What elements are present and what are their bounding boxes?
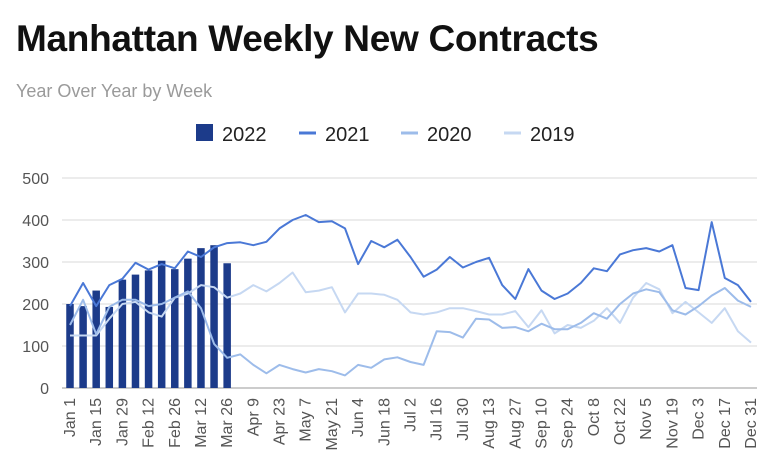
x-tick-label: Feb 26 xyxy=(167,398,184,448)
x-tick-label: Mar 26 xyxy=(219,398,236,448)
bar xyxy=(66,304,74,388)
x-tick-label: Oct 8 xyxy=(586,398,603,436)
gridlines xyxy=(62,177,757,389)
x-tick-label: Jul 2 xyxy=(403,398,420,432)
bar xyxy=(171,269,179,388)
y-tick-label: 500 xyxy=(22,171,49,188)
x-tick-label: Dec 3 xyxy=(691,398,708,440)
x-tick-label: Jan 15 xyxy=(88,398,105,446)
x-tick-label: Apr 23 xyxy=(272,398,289,445)
legend: 2022 2021 2020 2019 xyxy=(196,124,575,146)
x-tick-label: Jun 4 xyxy=(350,398,367,437)
legend-label-2021: 2021 xyxy=(325,124,370,146)
x-tick-label: Jan 1 xyxy=(62,398,79,437)
bar xyxy=(92,290,100,388)
bar xyxy=(210,245,218,388)
x-tick-label: Feb 12 xyxy=(141,398,158,448)
x-tick-label: Jun 18 xyxy=(376,398,393,446)
x-tick-label: Mar 12 xyxy=(193,398,210,448)
bar xyxy=(223,263,231,388)
bar xyxy=(144,270,153,388)
x-tick-label: Jul 30 xyxy=(455,398,472,441)
bar xyxy=(157,260,166,388)
bar xyxy=(118,279,127,388)
x-tick-label: Dec 31 xyxy=(743,398,760,449)
bar xyxy=(131,274,140,388)
x-tick-label: Aug 27 xyxy=(507,398,524,449)
x-axis: Jan 1 Jan 15 Jan 29 Feb 12 Feb 26 Mar 12 Mar 2… xyxy=(62,398,760,451)
x-tick-label: Dec 17 xyxy=(717,398,734,449)
bar xyxy=(184,258,192,388)
x-tick-label: Apr 9 xyxy=(245,398,262,436)
line-2020 xyxy=(69,287,752,377)
x-tick-label: May 21 xyxy=(324,398,341,451)
legend-label-2019: 2019 xyxy=(530,124,575,146)
y-tick-label: 100 xyxy=(22,339,49,356)
chart-subtitle: Year Over Year by Week xyxy=(16,81,213,101)
x-tick-label: Sep 24 xyxy=(560,398,577,449)
bar-series-2022 xyxy=(66,245,231,388)
y-tick-label: 300 xyxy=(22,255,49,272)
y-axis: 0 100 200 300 400 500 xyxy=(22,171,49,398)
x-tick-label: Oct 22 xyxy=(612,398,629,445)
legend-label-2022: 2022 xyxy=(222,124,267,146)
x-tick-label: Aug 13 xyxy=(481,398,498,449)
bar xyxy=(197,248,205,388)
x-tick-label: Nov 5 xyxy=(638,398,655,440)
x-tick-label: Jul 16 xyxy=(429,398,446,441)
chart-title: Manhattan Weekly New Contracts xyxy=(16,18,599,59)
x-tick-label: May 7 xyxy=(298,398,315,442)
legend-label-2020: 2020 xyxy=(427,124,472,146)
x-tick-label: Sep 10 xyxy=(533,398,550,449)
x-tick-label: Nov 19 xyxy=(664,398,681,449)
bar xyxy=(79,306,87,388)
y-tick-label: 400 xyxy=(22,213,49,230)
line-2021 xyxy=(69,214,752,308)
bar xyxy=(105,306,114,388)
y-tick-label: 200 xyxy=(22,297,49,314)
x-tick-label: Jan 29 xyxy=(114,398,131,446)
y-tick-label: 0 xyxy=(40,381,49,398)
line-series xyxy=(69,214,752,377)
legend-swatch-2022 xyxy=(196,124,213,141)
